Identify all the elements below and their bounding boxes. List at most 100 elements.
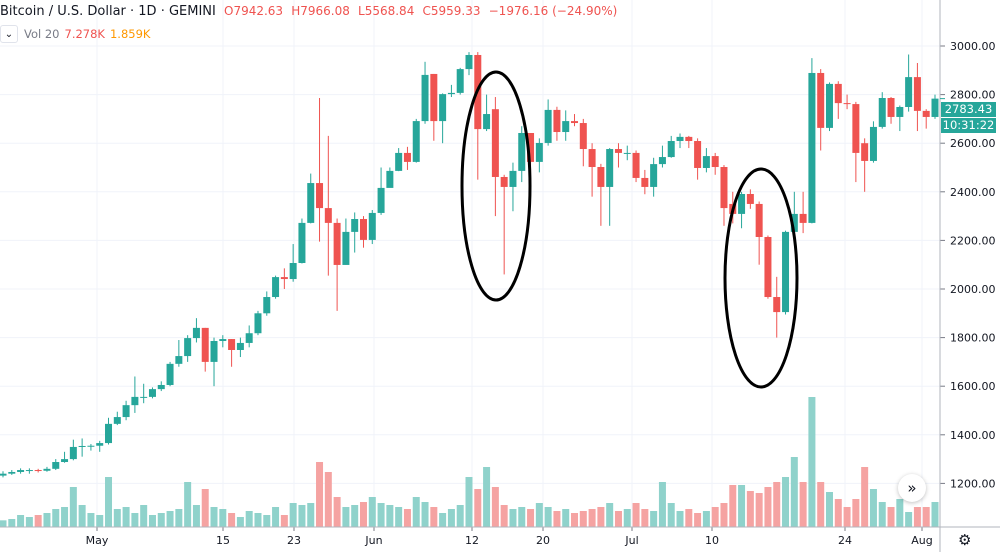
candle-body[interactable] xyxy=(228,339,236,350)
candle-body[interactable] xyxy=(61,459,69,463)
candle-body[interactable] xyxy=(650,164,658,187)
candle-body[interactable] xyxy=(685,136,693,142)
candle-body[interactable] xyxy=(377,187,385,213)
candle-body[interactable] xyxy=(817,72,825,128)
candle-body[interactable] xyxy=(69,446,77,460)
candle-body[interactable] xyxy=(8,471,16,474)
candle-body[interactable] xyxy=(175,356,183,364)
candle-body[interactable] xyxy=(113,417,121,424)
volume-label[interactable]: Vol 20 xyxy=(24,27,60,41)
candle-body[interactable] xyxy=(544,109,552,143)
candle-body[interactable] xyxy=(676,136,684,142)
scroll-to-realtime-button[interactable]: » xyxy=(898,474,926,502)
candle-body[interactable] xyxy=(852,104,860,153)
candle-body[interactable] xyxy=(614,149,622,153)
candle-body[interactable] xyxy=(790,213,798,232)
candle-body[interactable] xyxy=(289,262,297,280)
candle-body[interactable] xyxy=(52,462,60,469)
candle-body[interactable] xyxy=(755,203,763,237)
candle-body[interactable] xyxy=(913,77,921,111)
candle-body[interactable] xyxy=(500,176,508,187)
candle-body[interactable] xyxy=(509,170,517,187)
candle-body[interactable] xyxy=(351,219,359,232)
candle-body[interactable] xyxy=(922,110,930,117)
gear-icon[interactable]: ⚙ xyxy=(958,531,972,549)
candle-body[interactable] xyxy=(606,149,614,187)
candle-body[interactable] xyxy=(720,167,728,209)
candle-body[interactable] xyxy=(298,222,306,263)
candle-body[interactable] xyxy=(571,121,579,124)
candle-body[interactable] xyxy=(491,109,499,177)
candle-body[interactable] xyxy=(412,121,420,162)
candle-body[interactable] xyxy=(667,141,675,158)
candle-body[interactable] xyxy=(764,236,772,298)
candle-body[interactable] xyxy=(0,473,7,476)
candle-body[interactable] xyxy=(588,149,596,168)
candle-body[interactable] xyxy=(342,231,350,265)
chevron-down-icon[interactable]: ⌄ xyxy=(0,25,18,43)
candle-body[interactable] xyxy=(702,156,710,168)
candle-body[interactable] xyxy=(447,92,455,95)
candle-body[interactable] xyxy=(456,69,464,93)
candle-body[interactable] xyxy=(386,170,394,188)
candle-body[interactable] xyxy=(808,72,816,223)
candle-body[interactable] xyxy=(518,132,526,171)
candle-body[interactable] xyxy=(87,445,95,447)
candle-body[interactable] xyxy=(562,121,570,133)
symbol-title[interactable]: Bitcoin / U.S. Dollar · 1D · GEMINI xyxy=(0,4,216,19)
candle-body[interactable] xyxy=(25,470,33,472)
candle-body[interactable] xyxy=(430,73,438,122)
candle-body[interactable] xyxy=(483,114,491,130)
candle-body[interactable] xyxy=(333,222,341,265)
candle-body[interactable] xyxy=(782,231,790,313)
candle-body[interactable] xyxy=(395,152,403,171)
candle-body[interactable] xyxy=(272,277,280,298)
candle-body[interactable] xyxy=(623,152,631,154)
candle-body[interactable] xyxy=(192,327,200,339)
candle-body[interactable] xyxy=(131,396,139,406)
candle-body[interactable] xyxy=(773,297,781,313)
candle-body[interactable] xyxy=(579,123,587,150)
candle-body[interactable] xyxy=(403,152,411,162)
candle-body[interactable] xyxy=(632,152,640,178)
candle-body[interactable] xyxy=(887,98,895,117)
candle-body[interactable] xyxy=(34,470,42,472)
candle-body[interactable] xyxy=(166,363,174,385)
candle-body[interactable] xyxy=(140,396,148,398)
candle-body[interactable] xyxy=(931,98,939,117)
candle-body[interactable] xyxy=(439,94,447,122)
candle-body[interactable] xyxy=(641,177,649,187)
candle-body[interactable] xyxy=(324,208,332,223)
candle-body[interactable] xyxy=(597,167,605,187)
candle-body[interactable] xyxy=(746,193,754,204)
candle-body[interactable] xyxy=(236,342,244,350)
candle-body[interactable] xyxy=(535,142,543,162)
candle-body[interactable] xyxy=(17,470,25,472)
candle-body[interactable] xyxy=(43,468,51,471)
candle-body[interactable] xyxy=(553,109,561,133)
candle-body[interactable] xyxy=(148,389,156,397)
candle-body[interactable] xyxy=(896,106,904,117)
candle-body[interactable] xyxy=(184,338,192,357)
candle-body[interactable] xyxy=(157,384,165,390)
candle-body[interactable] xyxy=(878,98,886,127)
candle-body[interactable] xyxy=(201,327,209,362)
candle-body[interactable] xyxy=(78,445,86,447)
candle-body[interactable] xyxy=(307,183,315,223)
candle-body[interactable] xyxy=(96,443,104,446)
candle-body[interactable] xyxy=(825,83,833,128)
candle-body[interactable] xyxy=(738,193,746,214)
candle-body[interactable] xyxy=(843,103,851,105)
candle-body[interactable] xyxy=(711,156,719,168)
candle-body[interactable] xyxy=(658,157,666,165)
candle-body[interactable] xyxy=(254,313,262,334)
candle-body[interactable] xyxy=(834,83,842,104)
candle-body[interactable] xyxy=(861,143,869,161)
candle-body[interactable] xyxy=(421,74,429,122)
candle-body[interactable] xyxy=(359,219,367,240)
candle-body[interactable] xyxy=(527,132,535,162)
candle-body[interactable] xyxy=(263,297,271,314)
candle-body[interactable] xyxy=(316,183,324,209)
candle-body[interactable] xyxy=(465,54,473,70)
